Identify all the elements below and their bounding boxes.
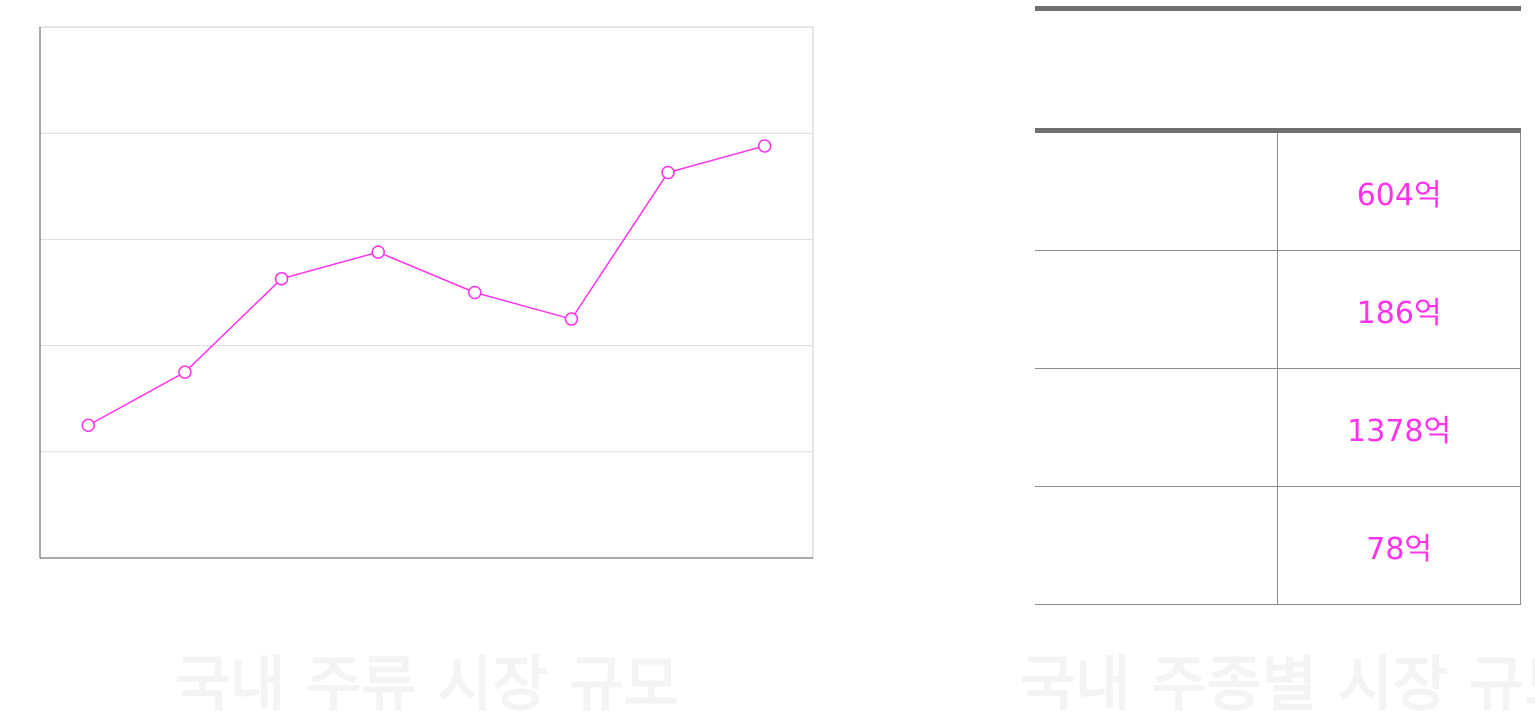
data-point — [468, 285, 482, 300]
market-size-line-chart — [39, 26, 814, 559]
row-kind — [1035, 250, 1278, 369]
row-value: 78억 — [1277, 486, 1521, 605]
row-kind — [1035, 486, 1278, 605]
table-header-row — [1035, 6, 1521, 133]
chart-caption: 국내 주류 시장 규모 — [174, 650, 680, 720]
row-value: 604억 — [1277, 130, 1521, 251]
data-point — [81, 418, 96, 432]
data-point — [661, 165, 675, 180]
header-size — [1277, 6, 1521, 133]
header-kind — [1035, 6, 1278, 133]
row-kind — [1035, 368, 1278, 487]
table-row: 604억 — [1035, 130, 1521, 251]
plot-frame — [39, 26, 814, 559]
row-value: 1378억 — [1277, 368, 1521, 487]
grid-lines — [40, 132, 813, 453]
series-line — [87, 145, 765, 426]
table-row: 1378억 — [1035, 368, 1521, 487]
data-point — [564, 312, 579, 326]
table-row: 186억 — [1035, 250, 1521, 369]
data-point — [178, 365, 192, 379]
table-caption: 국내 주종별 시장 규모 — [1020, 650, 1535, 720]
market-by-type-table: 604억 186억 1378억 78억 — [1035, 6, 1521, 605]
data-point — [371, 245, 385, 259]
row-value: 186억 — [1277, 250, 1521, 369]
series-polyline — [87, 145, 765, 426]
row-kind — [1035, 130, 1278, 251]
series-points — [81, 139, 772, 432]
data-point — [274, 271, 289, 286]
data-point — [757, 139, 772, 153]
table-row: 78억 — [1035, 486, 1521, 605]
